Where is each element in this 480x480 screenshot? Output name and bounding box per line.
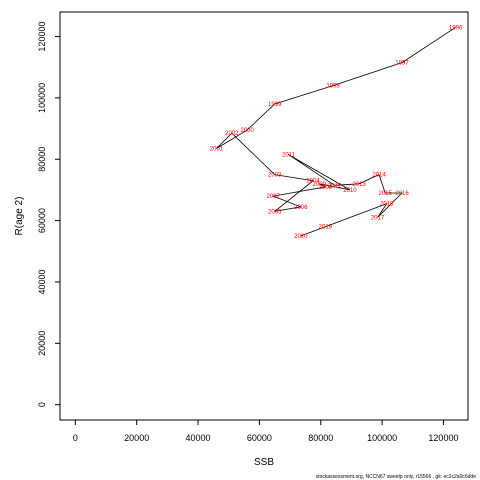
y-tick-label: 20000 (37, 331, 47, 356)
y-tick-label: 0 (37, 402, 47, 407)
y-tick-label: 60000 (37, 208, 47, 233)
x-tick-label: 60000 (247, 433, 272, 443)
plot-frame (59, 11, 469, 421)
year-label-1998: 1998 (326, 84, 340, 90)
x-tick-label: 40000 (186, 433, 211, 443)
footer-text: stockassessment.org, NCCN67 sweetp only,… (316, 474, 476, 480)
year-label-2000: 2000 (240, 128, 254, 134)
trajectory-path (216, 26, 456, 237)
year-label-1997: 1997 (395, 61, 409, 67)
year-label-2015: 2015 (378, 191, 392, 197)
year-label-2010: 2010 (343, 188, 357, 194)
year-label-2007: 2007 (267, 194, 281, 200)
year-label-2002: 2002 (225, 131, 239, 137)
y-tick-label: 100000 (37, 83, 47, 113)
year-label-2001: 2001 (210, 147, 224, 153)
year-label-2018: 2018 (380, 202, 394, 208)
y-axis: 0 20000 40000 60000 80000 100000 120000 (37, 22, 61, 407)
x-tick-label: 100000 (367, 433, 397, 443)
x-tick-label: 80000 (308, 433, 333, 443)
y-tick-label: 120000 (37, 22, 47, 52)
x-tick-label: 120000 (428, 433, 458, 443)
year-label-2003: 2003 (268, 173, 282, 179)
year-label-2009: 2009 (313, 182, 327, 188)
x-axis: 0 20000 40000 60000 80000 100000 120000 (73, 419, 458, 443)
x-tick-label: 0 (73, 433, 78, 443)
year-label-1996: 1996 (449, 25, 463, 31)
year-label-2016: 2016 (395, 191, 409, 197)
year-label-2019: 2019 (319, 225, 333, 231)
year-label-2006: 2006 (294, 205, 308, 211)
year-label-2005: 2005 (268, 209, 282, 215)
year-label-2013: 2013 (352, 182, 366, 188)
year-label-2012: 2012 (328, 183, 342, 189)
year-label-2011: 2011 (282, 153, 296, 159)
year-label-2008: 2008 (319, 185, 333, 191)
year-label-2017: 2017 (371, 216, 385, 222)
year-label-2004: 2004 (306, 179, 320, 185)
y-axis-title: R(age 2) (14, 197, 25, 236)
year-label-2014: 2014 (372, 173, 386, 179)
year-label-1999: 1999 (268, 102, 282, 108)
y-tick-label: 40000 (37, 269, 47, 294)
year-labels: 1996 1997 1998 1999 2000 2001 2002 2003 2004 2005… (210, 25, 463, 240)
year-label-2020: 2020 (294, 234, 308, 240)
x-axis-title: SSB (254, 457, 274, 468)
series-line (216, 26, 456, 237)
y-tick-label: 80000 (37, 147, 47, 172)
x-tick-label: 20000 (124, 433, 149, 443)
